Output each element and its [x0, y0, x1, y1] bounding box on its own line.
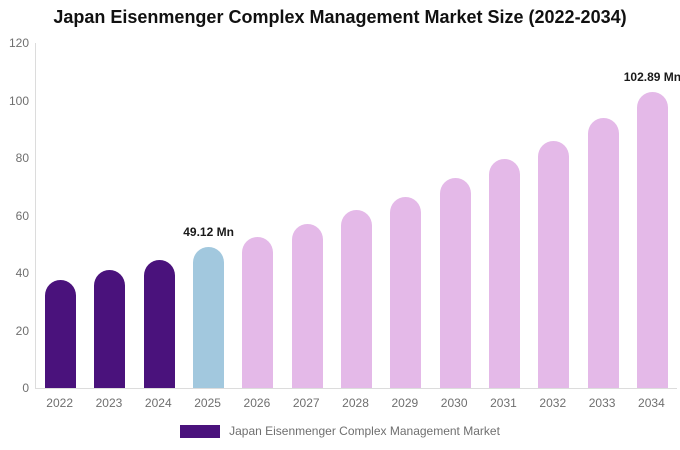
x-axis-label-2034: 2034: [638, 396, 665, 410]
x-axis-label-2029: 2029: [391, 396, 419, 410]
bar-slot-2030: [431, 43, 480, 388]
bar-2034: [636, 92, 668, 388]
bar-slot-2034: 102.89 Mn: [624, 43, 680, 388]
bar-2026: [242, 237, 274, 388]
x-axis-label-2028: 2028: [342, 396, 369, 410]
x-axis-label-2032: 2032: [539, 396, 567, 410]
bar-slot-2027: [283, 43, 332, 388]
bar-2022: [45, 280, 77, 388]
legend: Japan Eisenmenger Complex Management Mar…: [0, 424, 680, 438]
bar-slot-2025: 49.12 Mn: [183, 43, 234, 388]
bar-slot-2022: [36, 43, 85, 388]
x-axis-label-2025: 2025: [194, 396, 221, 410]
bar-2030: [439, 178, 471, 388]
x-axis-label-2027: 2027: [292, 396, 320, 410]
x-axis-label-2023: 2023: [95, 396, 123, 410]
bar-2025: [193, 246, 225, 388]
bar-2029: [390, 196, 422, 388]
bar-2027: [291, 224, 323, 388]
bar-2033: [587, 117, 619, 388]
x-axis-label-2026: 2026: [243, 396, 271, 410]
bar-2031: [488, 159, 520, 388]
chart-title: Japan Eisenmenger Complex Management Mar…: [53, 7, 627, 27]
bar-2023: [94, 270, 126, 388]
bar-slot-2032: [529, 43, 578, 388]
y-axis-tick: 20: [15, 323, 29, 338]
x-axis-label-2030: 2030: [440, 396, 468, 410]
bar-slot-2033: [578, 43, 627, 388]
x-axis-label-2033: 2033: [588, 396, 616, 410]
legend-label: Japan Eisenmenger Complex Management Mar…: [229, 424, 500, 438]
y-axis-tick: 120: [8, 36, 29, 50]
x-axis-label-2024: 2024: [144, 396, 172, 410]
bars-container: 49.12 Mn 102.89 Mn: [36, 43, 680, 388]
bar-slot-2029: [381, 43, 430, 388]
bar-slot-2023: [85, 43, 134, 388]
x-axis-labels: 2022 2023 2024 2025 2026 2027 2028 2029 2030 2031…: [35, 396, 676, 410]
x-axis-label-2022: 2022: [46, 396, 73, 410]
bar-slot-2024: [135, 43, 184, 388]
legend-swatch: [180, 424, 221, 438]
bar-2032: [538, 140, 570, 388]
x-axis-label-2031: 2031: [490, 396, 517, 410]
bar-2024: [143, 260, 175, 388]
bar-2028: [341, 209, 373, 388]
y-axis-tick: 100: [8, 93, 29, 108]
bar-value-label-2034: 102.89 Mn: [623, 70, 680, 85]
y-axis-tick: 0: [22, 381, 29, 395]
y-axis-tick: 40: [15, 266, 29, 280]
bar-slot-2031: [480, 43, 529, 388]
plot-area: 0 20 40 60 80 100 120 49.12 Mn 102.89 Mn: [9, 36, 680, 395]
y-axis-tick: 80: [15, 151, 29, 165]
y-axis-tick: 60: [15, 208, 29, 223]
bar-value-label-2025: 49.12 Mn: [183, 224, 234, 239]
bar-slot-2026: [233, 43, 282, 388]
bar-slot-2028: [332, 43, 381, 388]
